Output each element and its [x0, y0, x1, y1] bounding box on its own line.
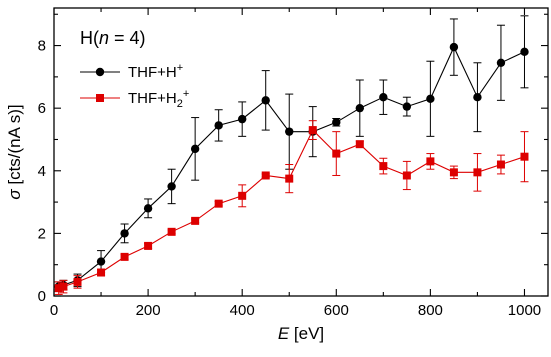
data-point — [355, 140, 364, 149]
data-point — [190, 144, 200, 154]
data-point — [402, 171, 411, 180]
legend-label: THF+H2+ — [128, 88, 189, 110]
data-point — [120, 252, 129, 261]
panel-label: H(n = 4) — [80, 28, 146, 48]
legend-marker — [96, 94, 104, 102]
data-point — [449, 42, 459, 52]
series-line — [58, 129, 525, 289]
x-tick-label: 200 — [136, 302, 161, 319]
x-axis-label: E [eV] — [278, 324, 324, 343]
data-point — [54, 284, 63, 293]
legend-item-1: THF+H+ — [80, 62, 183, 81]
x-tick-label: 400 — [230, 302, 255, 319]
series-2 — [54, 120, 529, 295]
x-tick-label: 600 — [324, 302, 349, 319]
data-point — [97, 268, 106, 277]
data-point — [496, 160, 505, 169]
data-point — [473, 93, 482, 102]
data-point — [59, 282, 68, 291]
data-point — [426, 157, 435, 166]
y-tick-label: 8 — [38, 38, 46, 55]
data-point — [520, 47, 529, 57]
data-point — [167, 227, 176, 236]
x-tick-label: 800 — [418, 302, 443, 319]
data-point — [191, 216, 200, 225]
tick-labels: 0 200 400 600 800 1000 0 2 4 6 8 — [38, 38, 542, 319]
data-point — [355, 103, 365, 113]
data-point — [143, 204, 153, 213]
legend-marker — [95, 67, 105, 77]
data-point — [261, 171, 270, 180]
data-point — [332, 118, 341, 127]
data-point — [96, 257, 106, 266]
data-point — [449, 168, 458, 177]
data-point — [285, 127, 294, 136]
data-point — [379, 162, 388, 171]
y-axis-label: σ [cts/(nA s)] — [5, 104, 24, 199]
x-tick-label: 0 — [50, 302, 58, 319]
data-point — [426, 94, 435, 103]
x-tick-label: 1000 — [508, 302, 541, 319]
plot-frame — [53, 7, 549, 297]
data-point — [214, 199, 223, 208]
legend-item-2: THF+H2+ — [80, 88, 189, 110]
data-point — [379, 93, 388, 102]
data-point — [261, 96, 270, 105]
data-point — [308, 126, 317, 135]
y-tick-label: 2 — [38, 225, 46, 242]
data-point — [238, 191, 247, 200]
series-1 — [54, 15, 529, 292]
data-point — [237, 114, 247, 124]
data-point — [402, 102, 412, 111]
data-point — [214, 121, 223, 130]
series-layer — [54, 15, 529, 295]
data-point — [496, 58, 506, 67]
data-point — [144, 241, 153, 250]
data-point — [120, 229, 129, 238]
data-point — [520, 152, 529, 161]
data-point — [167, 182, 176, 191]
y-tick-label: 4 — [38, 163, 46, 180]
data-point — [332, 149, 341, 158]
data-point — [285, 174, 294, 183]
axis-ticks — [53, 8, 548, 297]
y-tick-label: 6 — [38, 100, 46, 117]
data-point — [473, 168, 482, 177]
data-point — [73, 277, 82, 286]
y-tick-label: 0 — [38, 288, 46, 305]
series-line — [58, 45, 525, 288]
legend: THF+H+ THF+H2+ — [80, 62, 189, 110]
legend-label: THF+H+ — [128, 62, 183, 81]
